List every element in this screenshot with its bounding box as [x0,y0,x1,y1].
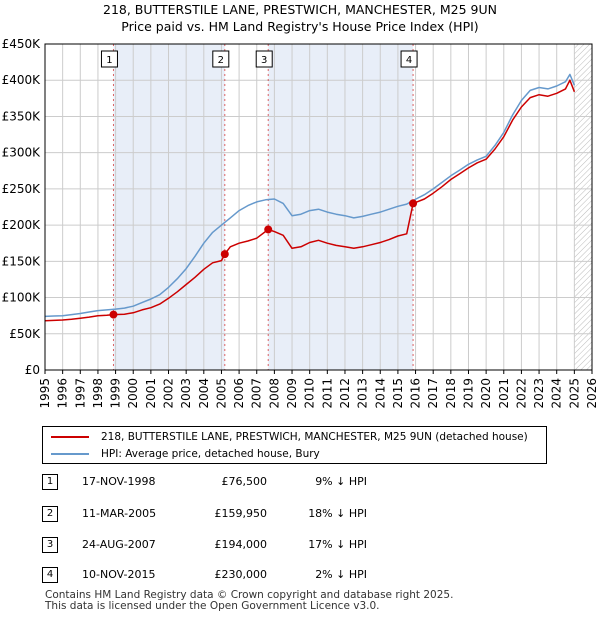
x-tick-label: 2024 [550,378,564,409]
sale-date: 17-NOV-1998 [82,475,156,488]
sale-row: 4 10-NOV-2015 £230,000 2% ↓ HPI [42,565,462,585]
y-tick-label: £250K [2,182,42,196]
x-tick-label: 2000 [126,378,140,409]
plot-frame [44,43,593,371]
ownership-span [113,44,225,370]
x-tick-label: 2010 [303,378,317,409]
sale-row: 1 17-NOV-1998 £76,500 9% ↓ HPI [42,472,462,492]
footer-copyright: Contains HM Land Registry data © Crown c… [45,589,454,601]
x-tick-label: 2026 [585,378,599,409]
sale-row: 2 11-MAR-2005 £159,950 18% ↓ HPI [42,504,462,524]
x-tick-label: 1997 [73,378,87,409]
x-tick-label: 2025 [567,378,581,409]
legend-swatch-property [51,436,89,438]
legend-item-hpi: HPI: Average price, detached house, Bury [51,446,320,462]
sale-label-box [255,50,273,68]
footer-licence: This data is licensed under the Open Gov… [45,600,380,612]
x-tick-label: 2009 [285,378,299,409]
sale-price: £230,000 [214,568,268,581]
x-tick-label: 2001 [144,378,158,409]
x-tick-label: 2017 [426,378,440,409]
x-tick-label: 2020 [479,378,493,409]
x-tick-label: 2003 [179,378,193,409]
x-tick-label: 2021 [497,378,511,409]
x-tick-label: 1998 [91,378,105,409]
sale-point [409,199,418,208]
x-tick-label: 1995 [38,378,52,409]
sale-label-box [400,50,418,68]
legend-swatch-hpi [51,453,89,455]
sale-hpi-diff: 18% ↓ HPI [308,507,367,520]
sale-label-box [212,50,230,68]
x-tick-label: 2019 [461,378,475,409]
x-tick-label: 2005 [214,378,228,409]
x-tick-label: 2023 [532,378,546,409]
sale-date: 10-NOV-2015 [82,568,156,581]
x-tick-label: 2008 [267,378,281,409]
x-tick-label: 2014 [373,378,387,409]
y-tick-label: £350K [2,109,42,123]
sale-date: 11-MAR-2005 [82,507,157,520]
future-hatch [574,44,592,370]
sale-date: 24-AUG-2007 [82,538,156,551]
sale-row: 3 24-AUG-2007 £194,000 17% ↓ HPI [42,535,462,555]
chart-title-line1: 218, BUTTERSTILE LANE, PRESTWICH, MANCHE… [103,2,497,17]
sale-number-badge: 2 [42,506,58,522]
legend-label-hpi: HPI: Average price, detached house, Bury [101,448,320,460]
y-tick-label: £450K [2,37,42,51]
chart-title-line2: Price paid vs. HM Land Registry's House … [121,19,479,34]
x-tick-label: 2012 [338,378,352,409]
x-tick-label: 2018 [444,378,458,409]
y-tick-label: £100K [2,291,42,305]
sale-hpi-diff: 9% ↓ HPI [315,475,367,488]
x-tick-label: 2013 [356,378,370,409]
sale-point [109,310,118,319]
footer-notice: Contains HM Land Registry data © Crown c… [45,590,453,612]
legend-item-property: 218, BUTTERSTILE LANE, PRESTWICH, MANCHE… [51,429,528,445]
legend-label-property: 218, BUTTERSTILE LANE, PRESTWICH, MANCHE… [101,431,528,443]
x-tick-label: 2015 [391,378,405,409]
x-tick-label: 1999 [109,378,123,409]
sale-point [220,250,229,259]
sale-number-badge: 4 [42,567,58,583]
y-tick-label: £300K [2,146,42,160]
chart-legend: 218, BUTTERSTILE LANE, PRESTWICH, MANCHE… [42,426,547,464]
x-tick-label: 2022 [514,378,528,409]
ownership-span [268,44,414,370]
x-tick-label: 2004 [197,378,211,409]
y-tick-label: £200K [2,218,42,232]
sale-price: £194,000 [214,538,268,551]
x-tick-label: 2016 [409,378,423,409]
hpi-series-line [44,73,576,318]
sale-hpi-diff: 2% ↓ HPI [315,568,367,581]
sale-point [264,225,273,234]
property-series-line [44,79,576,322]
x-tick-label: 2002 [162,378,176,409]
sale-label-number: 1 [106,55,112,66]
y-tick-label: £400K [2,73,42,87]
sale-hpi-diff: 17% ↓ HPI [308,538,367,551]
x-tick-label: 1996 [56,378,70,409]
x-tick-label: 2007 [250,378,264,409]
sale-number-badge: 3 [42,537,58,553]
price-chart: £0 £50K £100K £150K £200K £250K £300K £350K £400… [2,37,599,409]
sale-label-number: 4 [406,55,412,66]
x-tick-label: 2006 [232,378,246,409]
y-tick-label: £0 [25,363,40,377]
y-tick-label: £50K [9,327,41,341]
sale-label-number: 3 [261,55,267,66]
sale-label-box [100,50,118,68]
sale-number-badge: 1 [42,474,58,490]
x-tick-label: 2011 [320,378,334,409]
y-tick-label: £150K [2,254,42,268]
sale-label-number: 2 [218,55,224,66]
sale-price: £76,500 [221,475,268,488]
sale-price: £159,950 [214,507,268,520]
